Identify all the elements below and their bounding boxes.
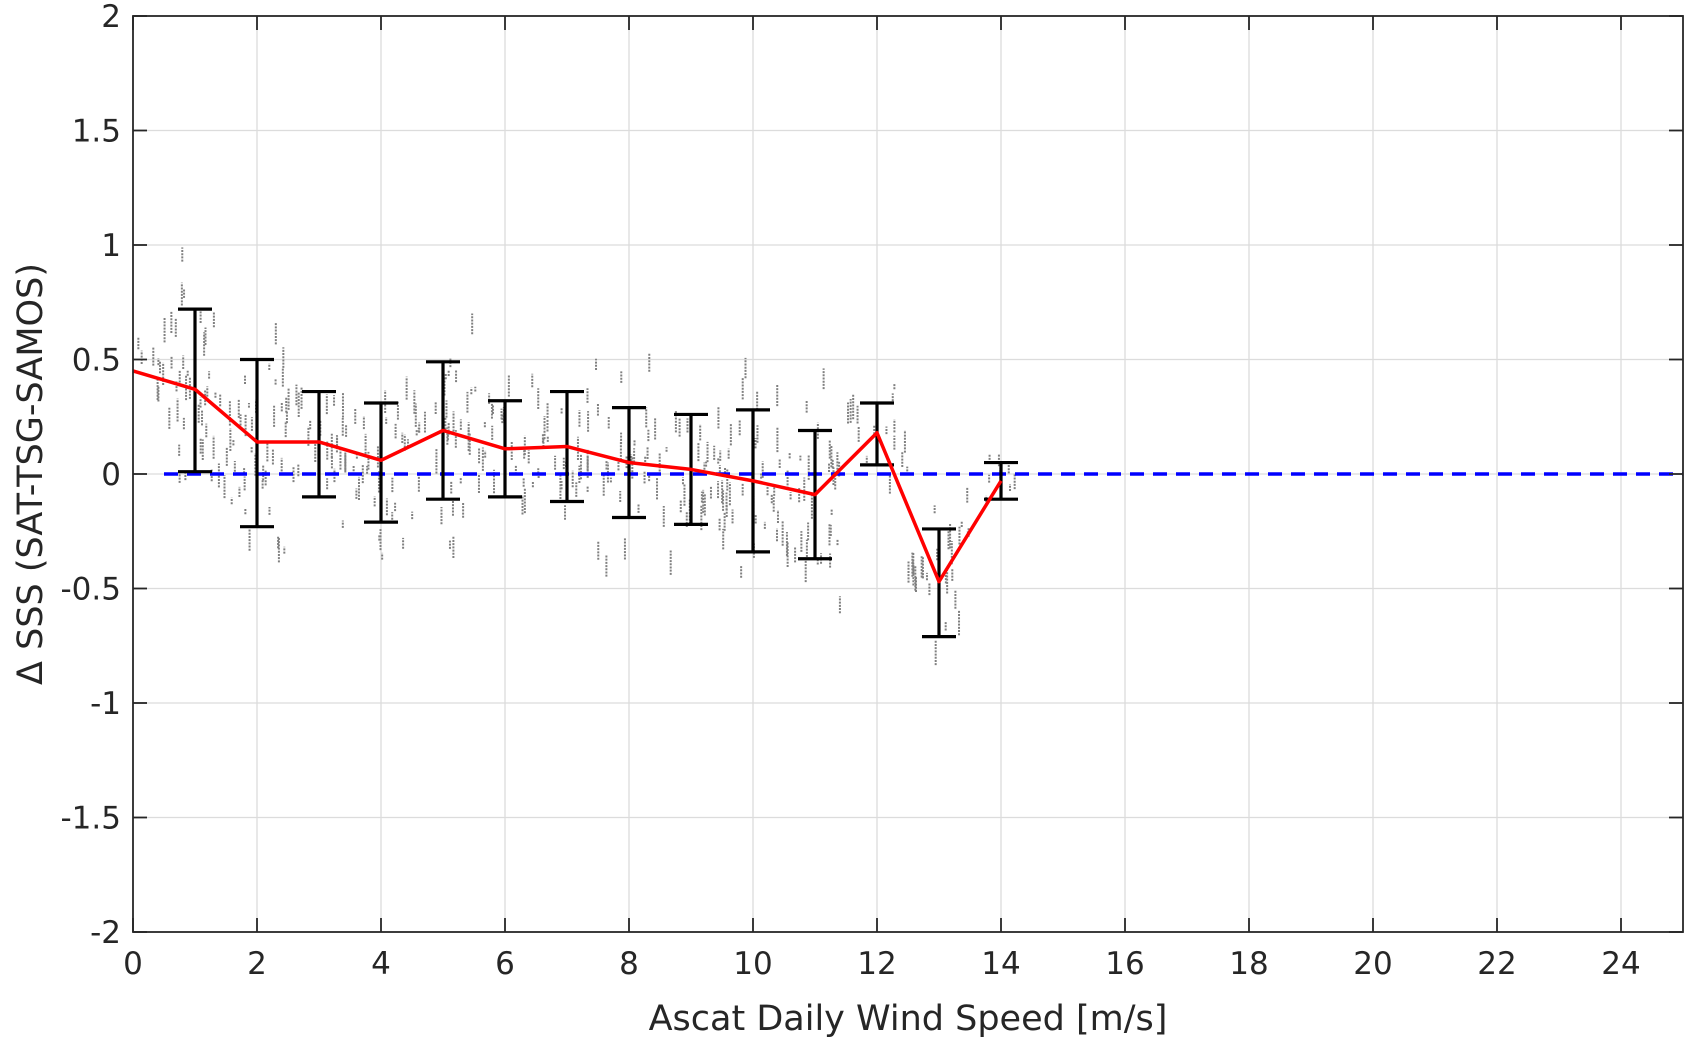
x-tick-label: 14: [981, 946, 1020, 982]
y-tick-label: 2: [101, 0, 121, 35]
error-bar: [364, 401, 398, 524]
x-tick-label: 2: [247, 946, 267, 982]
x-tick-label: 24: [1601, 946, 1640, 982]
x-tick-label: 20: [1353, 946, 1392, 982]
x-tick-label: 12: [857, 946, 896, 982]
y-tick-label: -0.5: [61, 572, 122, 608]
y-tick-label: 0.5: [72, 343, 121, 379]
x-tick-label: 4: [371, 946, 391, 982]
x-tick-label: 0: [123, 946, 143, 982]
x-tick-label: 6: [495, 946, 515, 982]
grid-lines: [133, 16, 1683, 932]
x-tick-label: 10: [733, 946, 772, 982]
y-tick-label: -1: [90, 686, 121, 722]
x-tick-label: 22: [1477, 946, 1516, 982]
x-tick-label: 18: [1229, 946, 1268, 982]
y-tick-label: 1.5: [72, 114, 121, 150]
y-tick-label: -1.5: [61, 801, 122, 837]
error-bar: [302, 389, 336, 499]
y-tick-label: -2: [90, 915, 121, 951]
axes: [132, 15, 1684, 933]
y-axis-label: Δ SSS (SAT-TSG-SAMOS): [11, 263, 51, 685]
x-tick-label: 8: [619, 946, 639, 982]
y-tick-label: 1: [101, 228, 121, 264]
x-tick-label: 16: [1105, 946, 1144, 982]
tick-labels: 0 2 4 6 8 10 12 14 16 18 20 22 24-2-1.5-1-0.500.511.…: [61, 0, 1641, 982]
y-tick-label: 0: [101, 457, 121, 493]
mean-line: [132, 369, 1003, 584]
x-axis-label: Ascat Daily Wind Speed [m/s]: [649, 999, 1168, 1039]
scatter-points: [137, 247, 1016, 666]
